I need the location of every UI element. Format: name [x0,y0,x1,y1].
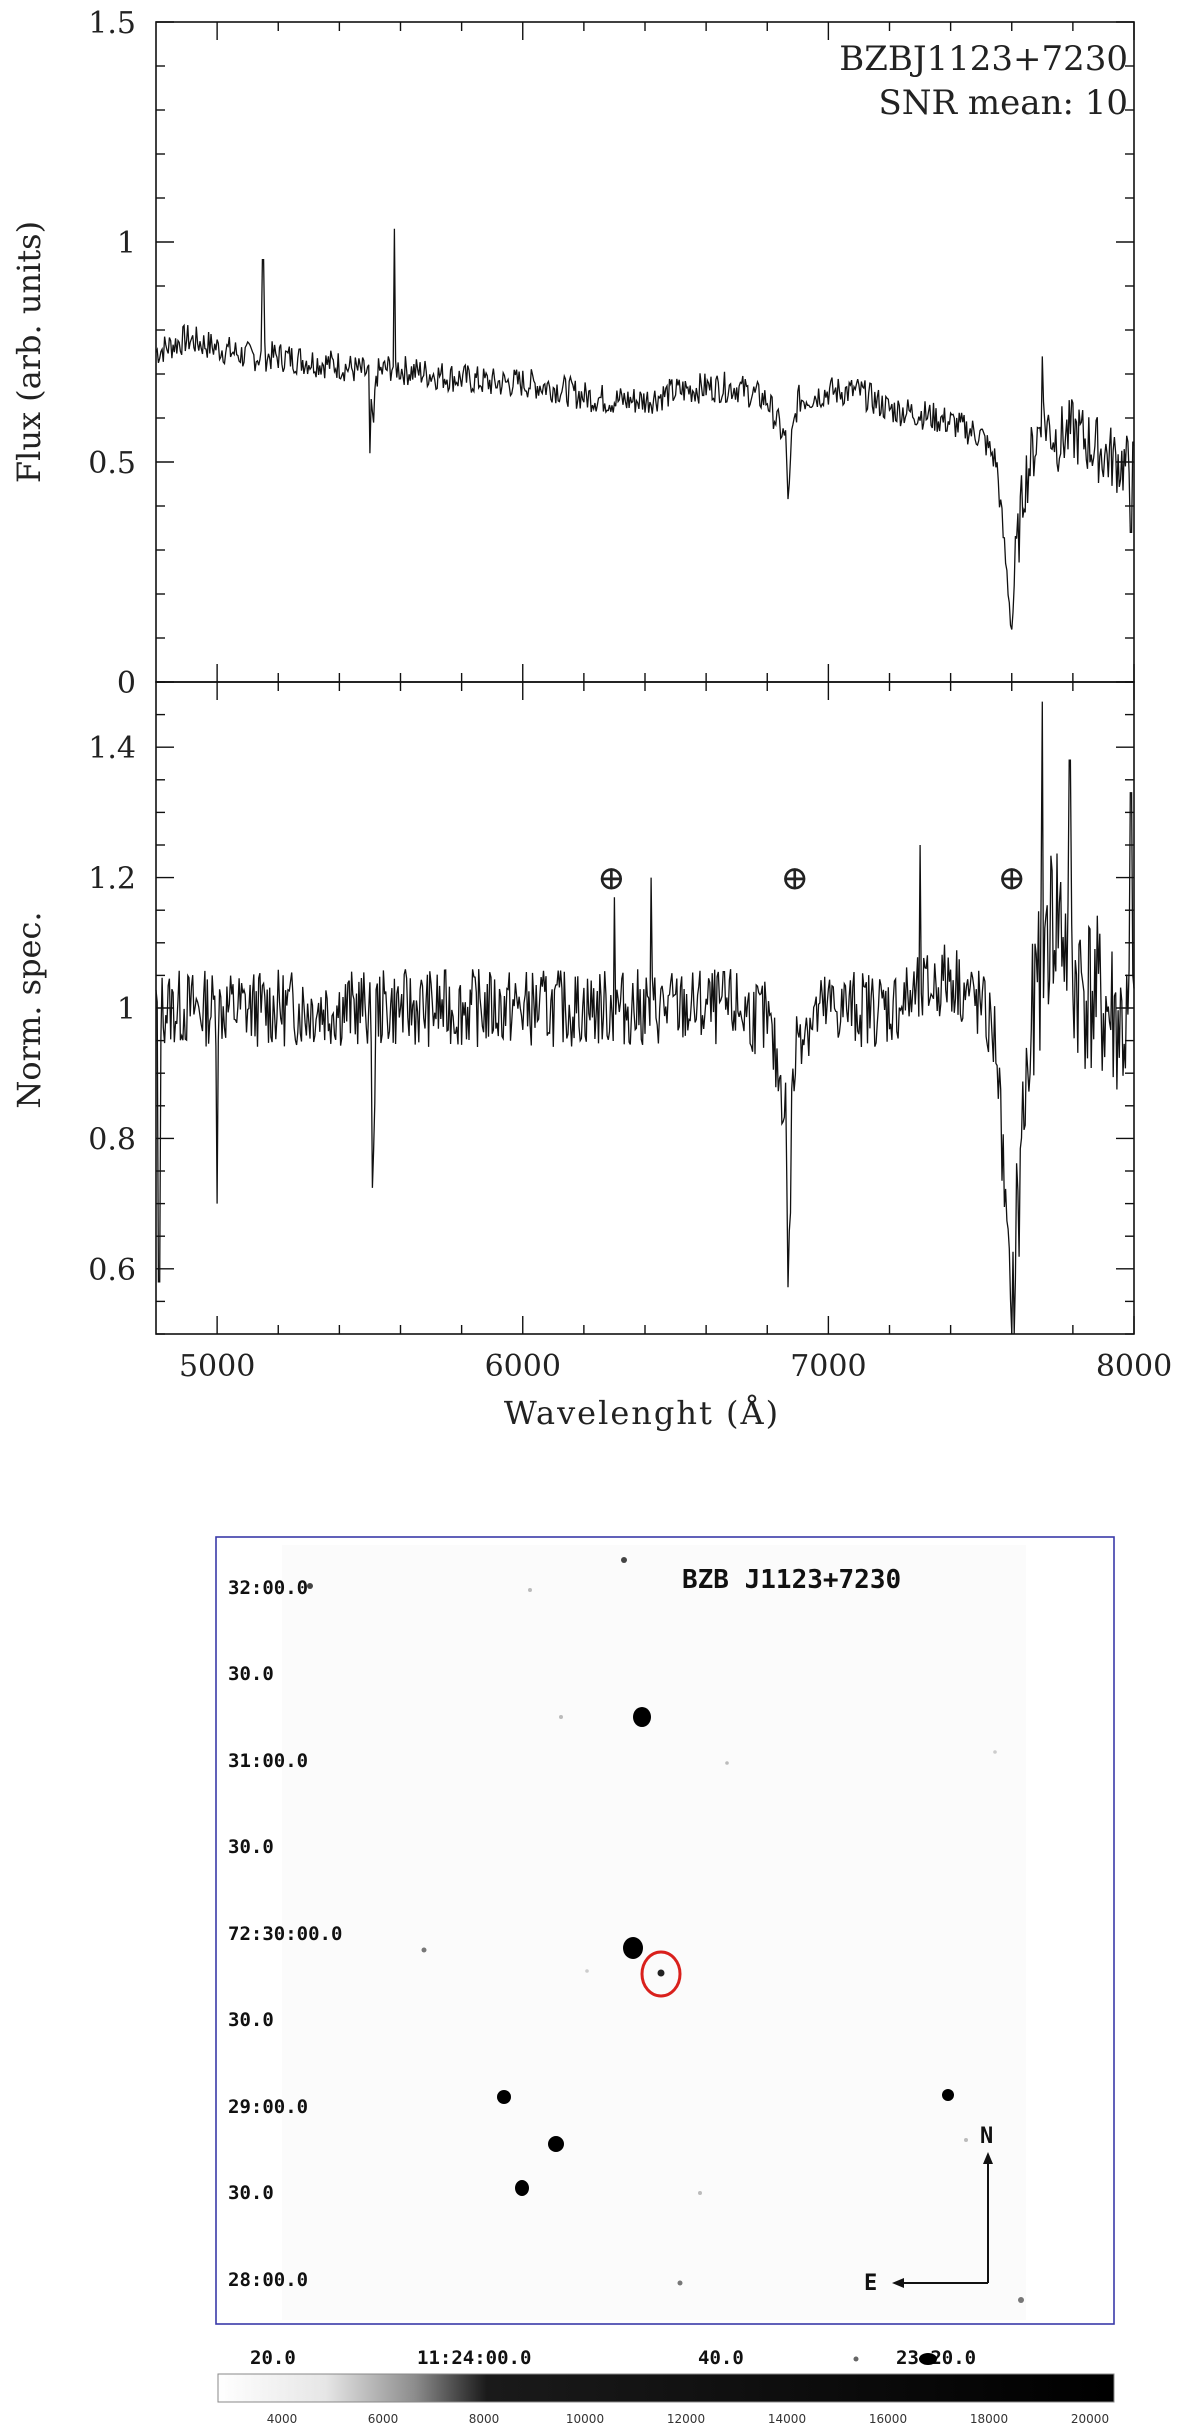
star [633,1707,651,1727]
ra-label: 23:20.0 [896,2347,976,2369]
telluric-symbol: ⊕ [597,859,626,899]
colorbar-tick-label: 4000 [267,2412,298,2426]
colorbar [217,2373,1115,2403]
y-tick-label: 0 [117,666,136,701]
colorbar-tick-label: 16000 [869,2412,907,2426]
finder-title: BZB J1123+7230 [682,1565,901,1595]
star [1018,2297,1024,2303]
target-source [657,1969,665,1977]
north-arrowhead [983,2152,993,2164]
wavelength-tick-labels: 5000 6000 7000 8000 [179,1349,1172,1384]
finder-background [216,1537,1114,2324]
spectrum-figure: 0 0.5 1 1.5 BZBJ1123+7230 SNR mean: 10 Flux… [10,6,1172,1432]
star [548,2136,564,2152]
normalized-y-axis-title: Norm. spec. [10,911,48,1108]
star [621,1557,627,1563]
dec-axis-labels: 32:00.0 30.0 31:00.0 30.0 72:30:00.0 30.… [228,1577,342,2291]
star [964,2138,968,2142]
normalized-panel: 0.6 0.8 1 1.2 1.4 5000 6000 7000 8000 ⊕ ⊕ ⊕ Norm.… [10,681,1172,1432]
star [677,2280,683,2286]
ra-label: 20.0 [250,2347,296,2369]
compass: N E [864,2124,993,2296]
dec-label: 31:00.0 [228,1750,308,1772]
y-tick-label: 0.6 [88,1253,136,1288]
y-tick-label: 1.5 [88,6,136,41]
star [528,1588,532,1592]
y-tick-label: 0.5 [88,446,136,481]
colorbar-tick-label: 14000 [768,2412,806,2426]
y-tick-label: 0.8 [88,1122,136,1157]
dec-label: 29:00.0 [228,2096,308,2118]
ra-label: 40.0 [698,2347,744,2369]
compass-north-label: N [980,2124,993,2149]
star [623,1937,643,1959]
flux-panel: 0 0.5 1 1.5 BZBJ1123+7230 SNR mean: 10 Flux… [10,6,1135,701]
y-tick-label: 1.2 [88,862,136,897]
dec-label: 72:30:00.0 [228,1923,342,1945]
normalized-spectrum-line [155,701,1135,1335]
x-tick-label: 7000 [790,1349,866,1384]
star [993,1750,997,1754]
colorbar-tick-label: 6000 [368,2412,399,2426]
dec-label: 28:00.0 [228,2269,308,2291]
colorbar-tick-labels: 4000 6000 8000 10000 12000 14000 16000 18000 200… [267,2412,1109,2426]
flux-y-axis-title: Flux (arb. units) [10,221,48,483]
normalized-y-tick-labels: 0.6 0.8 1 1.2 1.4 [88,731,136,1288]
wavelength-axis-title: Wavelenght (Å) [504,1394,780,1432]
telluric-markers: ⊕ ⊕ ⊕ [597,859,1026,899]
x-tick-label: 6000 [485,1349,561,1384]
target-marker-circle [640,1950,682,1998]
star [307,1583,313,1589]
dec-label: 30.0 [228,1663,274,1685]
star [515,2180,529,2196]
star [698,2191,702,2195]
dec-label: 30.0 [228,1836,274,1858]
telluric-symbol: ⊕ [998,859,1027,899]
y-tick-label: 1 [117,226,136,261]
compass-east-label: E [864,2271,877,2296]
star [853,2356,859,2362]
object-name-label: BZBJ1123+7230 [839,39,1128,79]
flux-y-tick-labels: 0 0.5 1 1.5 [88,6,136,701]
ra-axis-labels: 20.0 11:24:00.0 40.0 23:20.0 [250,2347,976,2369]
star-field [307,1557,1024,2362]
star [421,1947,427,1953]
colorbar-tick-label: 20000 [1071,2412,1109,2426]
dec-label: 30.0 [228,2009,274,2031]
star [919,2353,937,2365]
star [725,1761,729,1765]
finder-frame [215,1536,1115,2325]
colorbar-tick-label: 12000 [667,2412,705,2426]
x-tick-label: 5000 [179,1349,255,1384]
telluric-symbol: ⊕ [781,859,810,899]
colorbar-tick-label: 10000 [566,2412,604,2426]
star [559,1715,563,1719]
colorbar-tick-label: 18000 [970,2412,1008,2426]
ra-label: 11:24:00.0 [417,2347,531,2369]
flux-spectrum-line [155,228,1135,630]
x-tick-label: 8000 [1096,1349,1172,1384]
y-tick-label: 1 [117,992,136,1027]
y-tick-label: 1.4 [88,731,136,766]
star [497,2090,511,2104]
star [942,2089,954,2101]
snr-label: SNR mean: 10 [878,83,1128,123]
dec-label: 30.0 [228,2182,274,2204]
colorbar-tick-label: 8000 [469,2412,500,2426]
east-arrowhead [892,2278,904,2288]
finder-sky-image [282,1545,1026,2320]
star [585,1969,589,1973]
dec-label: 32:00.0 [228,1577,308,1599]
